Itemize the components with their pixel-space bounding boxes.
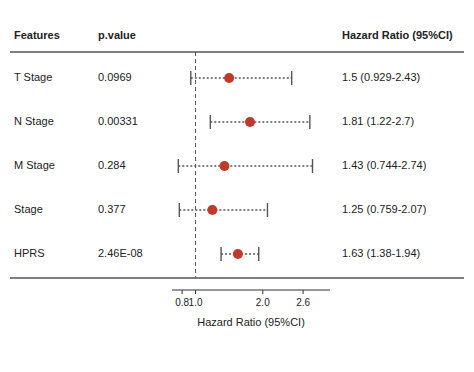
plot-area <box>178 52 312 278</box>
x-axis-label: Hazard Ratio (95%CI) <box>197 316 305 328</box>
chart-container: Features p.value Hazard Ratio (95%CI) T Sta… <box>0 0 474 372</box>
p-value: 0.00331 <box>98 115 138 127</box>
feature-label: T Stage <box>14 71 52 83</box>
x-tick <box>303 290 304 294</box>
hr-label: 1.81 (1.22-2.7) <box>342 115 414 127</box>
hr-label: 1.63 (1.38-1.94) <box>342 247 420 259</box>
column-header: Features <box>14 29 60 41</box>
x-tick <box>262 290 263 294</box>
ci-cap <box>309 115 310 129</box>
ci-cap <box>178 159 179 173</box>
x-tick-label: 2.0 <box>256 297 270 308</box>
feature-label: HPRS <box>14 247 45 259</box>
ci-line <box>191 77 292 78</box>
x-tick <box>195 290 196 294</box>
feature-label: M Stage <box>14 159 55 171</box>
forest-plot: Features p.value Hazard Ratio (95%CI) T Sta… <box>0 0 474 372</box>
hr-point <box>224 73 234 83</box>
ci-cap <box>210 115 211 129</box>
ci-cap <box>258 247 259 261</box>
ci-line <box>179 209 267 210</box>
feature-label: N Stage <box>14 115 54 127</box>
hr-label: 1.25 (0.759-2.07) <box>342 203 426 215</box>
column-header: p.value <box>98 29 136 41</box>
hr-point <box>245 117 255 127</box>
ci-cap <box>190 71 191 85</box>
ci-line <box>178 165 312 166</box>
hr-label: 1.5 (0.929-2.43) <box>342 71 420 83</box>
x-tick-label: 2.6 <box>296 297 310 308</box>
ci-cap <box>312 159 313 173</box>
p-value: 2.46E-08 <box>98 247 143 259</box>
hr-label: 1.43 (0.744-2.74) <box>342 159 426 171</box>
feature-label: Stage <box>14 203 43 215</box>
ci-cap <box>220 247 221 261</box>
x-tick-label: 1.0 <box>189 297 203 308</box>
ci-cap <box>179 203 180 217</box>
p-value: 0.284 <box>98 159 126 171</box>
hr-point <box>207 205 217 215</box>
reference-line <box>195 52 196 278</box>
table-rule <box>10 52 464 53</box>
x-tick-label: 0.8 <box>175 297 189 308</box>
p-value: 0.377 <box>98 203 126 215</box>
x-tick <box>182 290 183 294</box>
hr-point <box>233 249 243 259</box>
hr-point <box>219 161 229 171</box>
ci-cap <box>267 203 268 217</box>
p-value: 0.0969 <box>98 71 132 83</box>
ci-line <box>210 121 310 122</box>
table-rule <box>10 278 464 279</box>
column-header: Hazard Ratio (95%CI) <box>342 29 453 41</box>
ci-cap <box>291 71 292 85</box>
